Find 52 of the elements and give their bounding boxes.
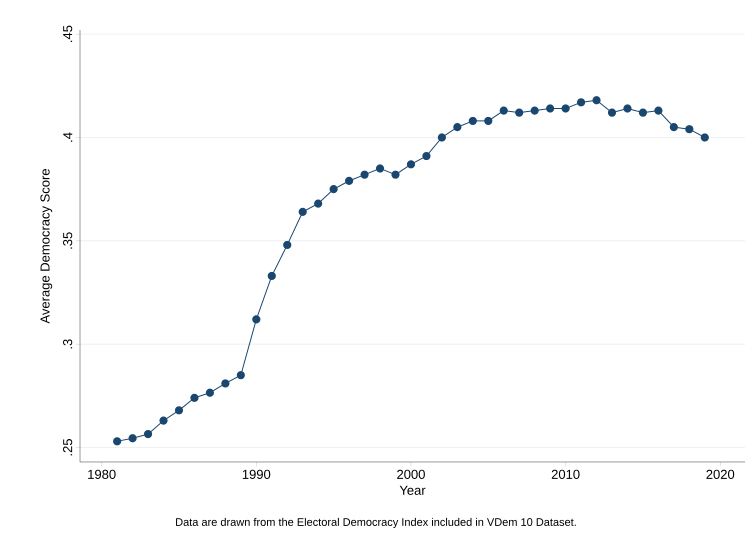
- x-axis-title: Year: [400, 486, 426, 495]
- point: [546, 104, 554, 113]
- point: [252, 315, 260, 324]
- y-tick-label: .4: [63, 132, 72, 142]
- point: [360, 170, 369, 179]
- point: [190, 394, 199, 402]
- x-tick-label: 1990: [242, 470, 270, 479]
- y-tick-label: .25: [63, 439, 72, 456]
- x-tick-label: 2010: [552, 470, 580, 479]
- point: [484, 116, 492, 126]
- point: [438, 133, 446, 142]
- y-tick-label: .45: [63, 26, 72, 42]
- y-tick-label: .3: [63, 339, 72, 348]
- point: [314, 200, 322, 208]
- point: [422, 152, 431, 160]
- point: [638, 108, 648, 117]
- point: [576, 98, 586, 106]
- point: [685, 125, 694, 134]
- point: [391, 170, 400, 179]
- point: [206, 388, 214, 397]
- point: [670, 123, 678, 132]
- point: [283, 240, 292, 250]
- point: [406, 160, 416, 168]
- point: [515, 108, 524, 117]
- point: [113, 437, 122, 446]
- point: [159, 416, 168, 425]
- point: [654, 106, 662, 115]
- x-tick-label: 1980: [88, 470, 116, 479]
- point: [608, 108, 616, 117]
- point: [221, 379, 230, 388]
- point: [330, 185, 338, 194]
- x-tick-label: 2020: [706, 470, 734, 479]
- point: [453, 123, 462, 132]
- point: [623, 104, 632, 113]
- text: Data are drawn from the Electoral Democracy Index included in VDem 10 Dataset.: [176, 518, 576, 528]
- point: [700, 133, 709, 142]
- point: [268, 272, 276, 280]
- point: [376, 164, 384, 173]
- y-axis-title: Average Democracy Score: [40, 169, 52, 324]
- point: [592, 96, 601, 104]
- point: [345, 176, 354, 185]
- point: [530, 106, 539, 115]
- point: [500, 106, 508, 115]
- point: [468, 116, 477, 126]
- point: [174, 406, 184, 414]
- point: [144, 430, 152, 438]
- x-tick-label: 2000: [397, 470, 425, 479]
- point: [562, 104, 570, 113]
- point: [128, 434, 137, 442]
- point: [236, 371, 245, 380]
- y-tick-label: .35: [63, 232, 72, 249]
- point: [298, 208, 307, 216]
